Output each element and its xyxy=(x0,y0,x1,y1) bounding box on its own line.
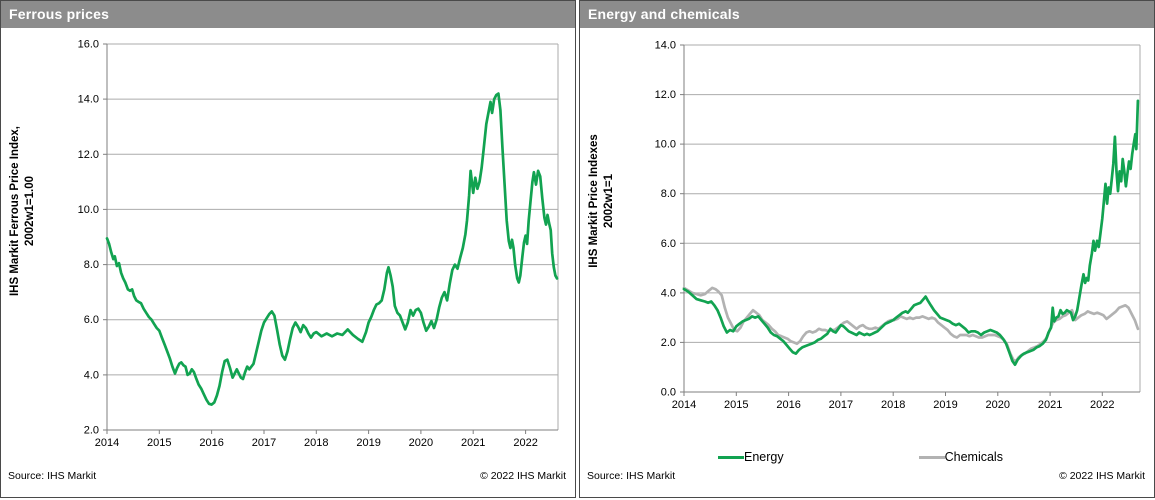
svg-text:2014: 2014 xyxy=(672,399,696,411)
svg-text:2022: 2022 xyxy=(1090,399,1114,411)
svg-text:2017: 2017 xyxy=(252,437,276,449)
svg-text:2019: 2019 xyxy=(933,399,957,411)
svg-text:2014: 2014 xyxy=(95,437,119,449)
ferrous-panel-title: Ferrous prices xyxy=(9,6,110,22)
ferrous-panel: Ferrous prices 2.0 4.0 6.0 8.0 10.0 12.0 14.0 1… xyxy=(0,0,576,498)
energy-chemicals-chart: 0.0 2.0 4.0 6.0 8.0 10.0 12.0 14.0 2014 2015 2016 2… xyxy=(580,28,1154,469)
ferrous-y-axis-label-line1: IHS Markit Ferrous Price Index, xyxy=(9,126,21,297)
energy-chemicals-panel: Energy and chemicals 0.0 2.0 4.0 6.0 8.0 10.0… xyxy=(579,0,1155,498)
svg-text:14.0: 14.0 xyxy=(78,94,99,106)
svg-text:2.0: 2.0 xyxy=(661,337,676,349)
svg-text:8.0: 8.0 xyxy=(661,188,676,200)
svg-text:6.0: 6.0 xyxy=(661,238,676,250)
ferrous-chart: 2.0 4.0 6.0 8.0 10.0 12.0 14.0 16.0 2014 2015 2016… xyxy=(1,28,575,469)
legend-item-chemicals: Chemicals xyxy=(918,450,1003,464)
svg-text:2022: 2022 xyxy=(513,437,537,449)
svg-text:2020: 2020 xyxy=(986,399,1010,411)
energy-chemicals-panel-title: Energy and chemicals xyxy=(588,6,740,22)
ferrous-panel-header: Ferrous prices xyxy=(1,1,575,28)
svg-text:10.0: 10.0 xyxy=(655,139,676,151)
svg-text:8.0: 8.0 xyxy=(84,259,99,271)
chart-legend: Energy Chemicals xyxy=(718,450,1154,464)
svg-text:2021: 2021 xyxy=(461,437,485,449)
svg-text:2018: 2018 xyxy=(881,399,905,411)
svg-text:2018: 2018 xyxy=(304,437,328,449)
ferrous-source-label: Source: IHS Markit xyxy=(8,470,97,482)
svg-text:2017: 2017 xyxy=(829,399,853,411)
ferrous-y-axis-label: IHS Markit Ferrous Price Index, 2002w1=1… xyxy=(5,11,41,411)
svg-text:12.0: 12.0 xyxy=(655,89,676,101)
svg-text:0.0: 0.0 xyxy=(661,387,676,399)
svg-text:12.0: 12.0 xyxy=(78,149,99,161)
energy-chemicals-y-axis-label-line1: IHS Markit Price Indexes xyxy=(588,134,600,268)
ferrous-y-axis-label-line2: 2002w1=1.00 xyxy=(24,175,36,247)
svg-text:2019: 2019 xyxy=(356,437,380,449)
svg-text:2.0: 2.0 xyxy=(84,425,99,437)
svg-text:2016: 2016 xyxy=(776,399,800,411)
svg-text:14.0: 14.0 xyxy=(655,40,676,52)
svg-text:2021: 2021 xyxy=(1038,399,1062,411)
svg-text:2015: 2015 xyxy=(147,437,171,449)
svg-text:4.0: 4.0 xyxy=(84,369,99,381)
energy-chemicals-y-axis-label-line2: 2002w1=1 xyxy=(603,173,615,229)
energy-chemicals-source-label: Source: IHS Markit xyxy=(587,470,676,482)
svg-text:6.0: 6.0 xyxy=(84,314,99,326)
legend-label-energy: Energy xyxy=(744,450,784,464)
energy-chemicals-copyright-label: © 2022 IHS Markit xyxy=(1059,470,1145,482)
svg-text:2016: 2016 xyxy=(199,437,223,449)
svg-text:16.0: 16.0 xyxy=(78,39,99,51)
legend-item-energy: Energy xyxy=(718,450,784,464)
svg-text:2020: 2020 xyxy=(409,437,433,449)
svg-text:2015: 2015 xyxy=(724,399,748,411)
ferrous-copyright-label: © 2022 IHS Markit xyxy=(480,470,566,482)
svg-text:4.0: 4.0 xyxy=(661,287,676,299)
svg-text:10.0: 10.0 xyxy=(78,204,99,216)
energy-chemicals-y-axis-label: IHS Markit Price Indexes 2002w1=1 xyxy=(584,1,620,401)
energy-chemicals-panel-header: Energy and chemicals xyxy=(580,1,1154,28)
legend-label-chemicals: Chemicals xyxy=(944,450,1003,464)
energy-line-swatch-icon xyxy=(718,455,744,459)
chemicals-line-swatch-icon xyxy=(918,455,945,459)
